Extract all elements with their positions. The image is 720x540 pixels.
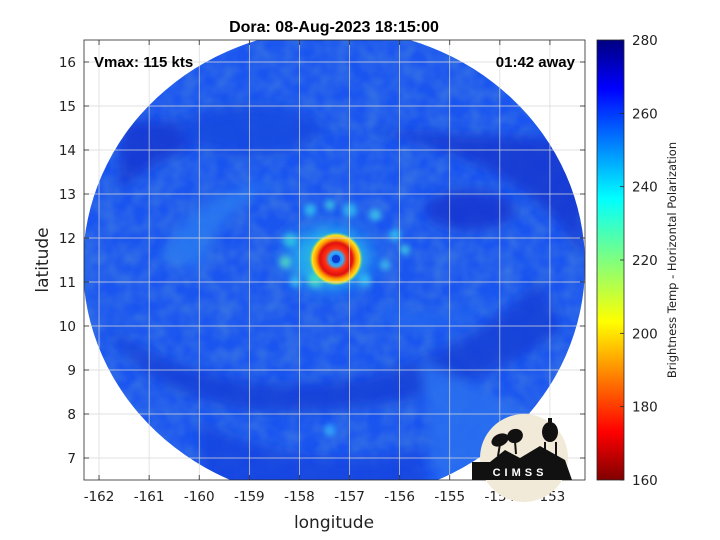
x-tick-label: -156	[384, 489, 415, 505]
storm-eye	[332, 255, 340, 263]
y-axis-ticks: 7 8 9 10 11 12 13 14 15 16	[59, 55, 585, 467]
x-tick-label: -159	[234, 489, 265, 505]
colorbar: 160 180 200 220 240 260 280 Brightness Temp - …	[596, 33, 679, 489]
y-tick-label: 9	[67, 363, 76, 379]
brightness-temp-swath	[84, 40, 585, 480]
grid-lines	[84, 40, 585, 480]
x-axis-label: longitude	[294, 513, 374, 533]
colorbar-tick-label: 200	[632, 326, 658, 342]
satellite-dish-icon	[491, 428, 523, 457]
y-tick-label: 13	[59, 187, 76, 203]
y-tick-label: 8	[67, 407, 76, 423]
x-tick-label: -161	[134, 489, 165, 505]
plot-area: -162 -161 -160 -159 -158 -157 -156 -155 -154 -153…	[59, 39, 586, 505]
cimss-logo: CIMSS	[472, 414, 572, 502]
x-tick-label: -158	[284, 489, 315, 505]
x-tick-label: -160	[184, 489, 215, 505]
axes-frame	[83, 39, 586, 481]
y-tick-label: 12	[59, 231, 76, 247]
y-tick-label: 15	[59, 99, 76, 115]
y-tick-label: 16	[59, 55, 76, 71]
y-tick-label: 11	[59, 275, 76, 291]
time-away-annotation: 01:42 away	[496, 54, 576, 71]
colorbar-tick-label: 240	[632, 180, 658, 196]
colorbar-tick-label: 280	[632, 33, 658, 49]
chart-title: Dora: 08-Aug-2023 18:15:00	[229, 19, 439, 36]
x-tick-label: -162	[84, 489, 115, 505]
colorbar-gradient	[596, 39, 625, 481]
x-tick-label: -157	[334, 489, 365, 505]
x-tick-label: -155	[434, 489, 465, 505]
vmax-annotation: Vmax: 115 kts	[94, 54, 193, 71]
cimss-logo-text: CIMSS	[493, 467, 548, 479]
colorbar-tick-label: 220	[632, 253, 658, 269]
colorbar-tick-label: 160	[632, 473, 658, 489]
y-tick-label: 10	[59, 319, 76, 335]
y-tick-label: 14	[59, 143, 76, 159]
y-tick-label: 7	[67, 451, 76, 467]
colorbar-tick-label: 180	[632, 400, 658, 416]
colorbar-label: Brightness Temp - Horizontal Polarizatio…	[665, 142, 679, 378]
colorbar-tick-label: 260	[632, 106, 658, 122]
colorbar-ticks: 160 180 200 220 240 260 280	[620, 33, 658, 489]
y-axis-label: latitude	[33, 227, 53, 292]
water-tower-icon	[542, 418, 558, 462]
